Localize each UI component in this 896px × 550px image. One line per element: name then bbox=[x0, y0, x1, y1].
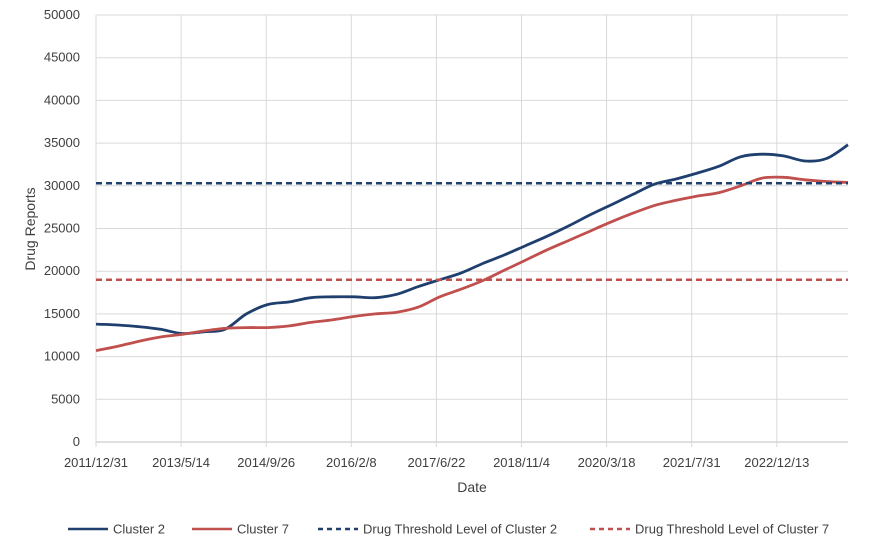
y-axis-title: Drug Reports bbox=[22, 187, 38, 270]
y-tick-label: 45000 bbox=[44, 50, 80, 65]
legend: Cluster 2 Cluster 7 Drug Threshold Level o… bbox=[68, 522, 829, 537]
y-tick-label: 50000 bbox=[44, 7, 80, 22]
y-tick-label: 20000 bbox=[44, 263, 80, 278]
y-tick-label: 25000 bbox=[44, 221, 80, 236]
x-tick-label: 2014/9/26 bbox=[237, 455, 295, 470]
x-tick-label: 2022/12/13 bbox=[744, 455, 809, 470]
legend-label-1: Cluster 7 bbox=[237, 522, 289, 537]
series-lines bbox=[95, 143, 849, 352]
x-tick-label: 2021/7/31 bbox=[663, 455, 721, 470]
series-line-1 bbox=[95, 175, 849, 352]
series-line-0 bbox=[95, 143, 849, 335]
y-tick-label: 5000 bbox=[51, 391, 80, 406]
y-tick-label: 0 bbox=[73, 434, 80, 449]
x-tick-label: 2016/2/8 bbox=[326, 455, 377, 470]
x-tick-label: 2017/6/22 bbox=[407, 455, 465, 470]
x-tick-label: 2020/3/18 bbox=[578, 455, 636, 470]
legend-label-2: Drug Threshold Level of Cluster 2 bbox=[363, 522, 557, 537]
gridlines bbox=[95, 14, 848, 447]
x-tick-label: 2011/12/31 bbox=[64, 455, 128, 470]
legend-label-3: Drug Threshold Level of Cluster 7 bbox=[635, 522, 829, 537]
x-tick-label: 2013/5/14 bbox=[152, 455, 210, 470]
legend-label-0: Cluster 2 bbox=[113, 522, 165, 537]
axes: 0 5000 10000 15000 20000 25000 30000 35000 40000… bbox=[44, 7, 809, 470]
x-axis-title: Date bbox=[457, 479, 487, 495]
y-tick-label: 30000 bbox=[44, 178, 80, 193]
y-tick-label: 40000 bbox=[44, 92, 80, 107]
y-tick-label: 10000 bbox=[44, 349, 80, 364]
x-tick-label: 2018/11/4 bbox=[493, 455, 550, 470]
y-tick-label: 35000 bbox=[44, 135, 80, 150]
y-tick-label: 15000 bbox=[44, 306, 80, 321]
